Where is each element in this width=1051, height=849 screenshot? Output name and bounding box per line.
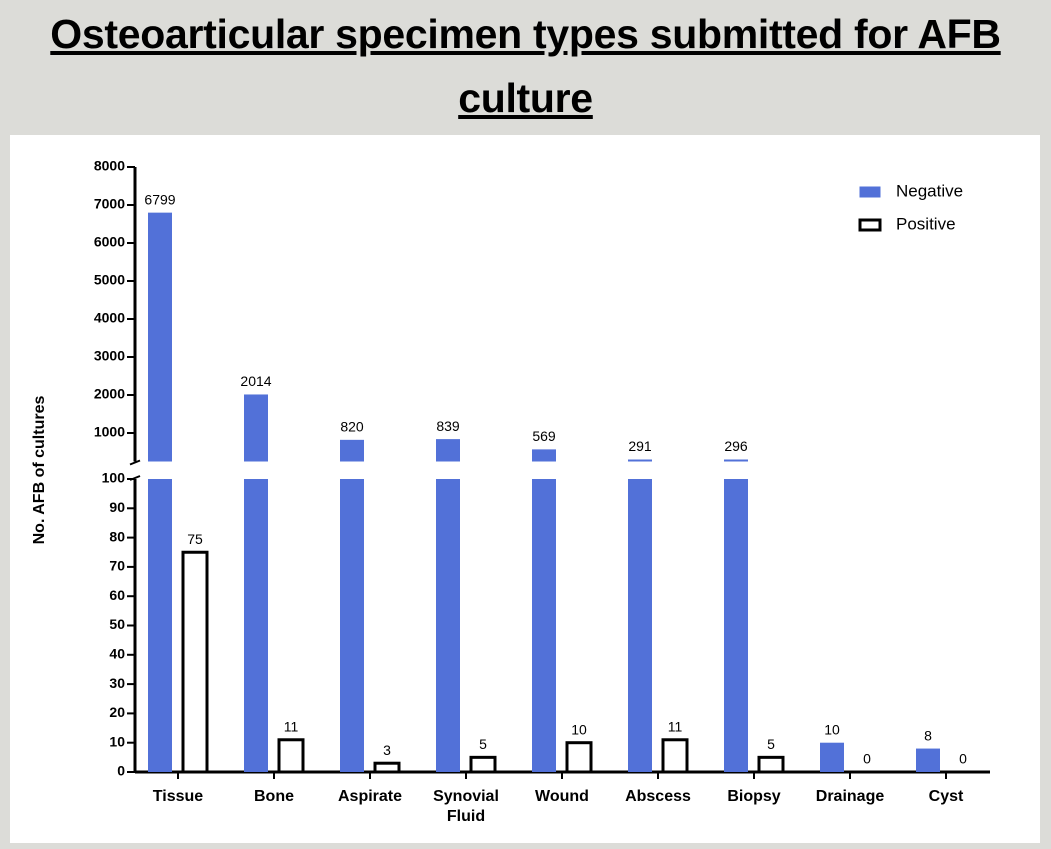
- bar: [532, 479, 556, 772]
- data-label: 296: [724, 438, 748, 454]
- y-tick-label: 70: [109, 558, 125, 574]
- y-tick-label: 2000: [94, 386, 125, 402]
- bar: [373, 761, 401, 774]
- bar: [340, 439, 364, 462]
- data-label: 75: [187, 531, 203, 547]
- y-tick-label: 6000: [94, 234, 125, 250]
- y-tick-label: 4000: [94, 310, 125, 326]
- bar: [436, 479, 460, 772]
- data-label: 2014: [240, 373, 271, 389]
- y-tick-label: 7000: [94, 196, 125, 212]
- legend-label: Positive: [896, 214, 956, 233]
- bar: [340, 479, 364, 772]
- bar: [277, 738, 305, 774]
- legend-swatch: [858, 218, 882, 232]
- y-tick-label: 10: [109, 733, 125, 749]
- data-label: 820: [340, 419, 364, 435]
- y-tick-label: 0: [117, 763, 125, 779]
- bar: [469, 755, 497, 774]
- bar: [820, 742, 844, 772]
- bar: [244, 394, 268, 462]
- y-tick-label: 5000: [94, 272, 125, 288]
- x-tick-label: Synovial Fluid: [433, 788, 499, 825]
- data-label: 11: [668, 718, 683, 734]
- data-label: 10: [824, 721, 840, 737]
- y-tick-label: 1000: [94, 424, 125, 440]
- y-tick-label: 20: [109, 704, 125, 720]
- y-tick-label: 100: [102, 470, 126, 486]
- x-tick-label: Aspirate: [337, 788, 403, 805]
- axis-break: [129, 459, 141, 466]
- data-label: 5: [479, 736, 487, 752]
- y-tick-label: 50: [109, 616, 125, 632]
- data-label: 3: [383, 742, 391, 758]
- bar: [916, 748, 940, 772]
- bar: [724, 459, 748, 462]
- data-label: 0: [863, 751, 871, 767]
- bar: [565, 741, 593, 774]
- data-label: 5: [767, 736, 775, 752]
- data-label: 11: [284, 718, 299, 734]
- y-axis-label: No. AFB of cultures: [31, 396, 48, 545]
- x-tick-label: Tissue: [152, 788, 204, 805]
- y-tick-label: 60: [109, 587, 125, 603]
- x-tick-label: Abscess: [625, 788, 691, 805]
- bar: [436, 439, 460, 462]
- bar: [244, 479, 268, 772]
- y-tick-label: 90: [109, 499, 125, 515]
- legend-label: Negative: [896, 181, 963, 200]
- bar: [724, 479, 748, 772]
- x-tick-label: Wound: [535, 788, 589, 805]
- bar: [628, 479, 652, 772]
- y-tick-label: 3000: [94, 348, 125, 364]
- data-label: 10: [571, 721, 587, 737]
- y-tick-label: 80: [109, 528, 125, 544]
- x-tick-label: Biopsy: [727, 788, 781, 805]
- data-label: 291: [628, 438, 652, 454]
- x-tick-label: Bone: [254, 788, 294, 805]
- legend-swatch: [859, 186, 881, 198]
- y-tick-label: 40: [109, 646, 125, 662]
- y-tick-label: 8000: [94, 158, 125, 174]
- data-label: 569: [532, 428, 556, 444]
- y-tick-label: 30: [109, 675, 125, 691]
- x-tick-label: Drainage: [815, 788, 885, 805]
- x-tick-label: Cyst: [928, 788, 964, 805]
- data-label: 839: [436, 418, 460, 434]
- data-label: 6799: [144, 191, 175, 207]
- bar: [181, 550, 209, 774]
- bar: [148, 212, 172, 462]
- bar: [148, 479, 172, 772]
- bar: [661, 738, 689, 774]
- bar: [757, 755, 785, 774]
- bar: [628, 459, 652, 462]
- bar: [532, 449, 556, 462]
- chart-title: Osteoarticular specimen types submitted …: [50, 11, 1001, 121]
- data-label: 0: [959, 751, 967, 767]
- data-label: 8: [924, 727, 932, 743]
